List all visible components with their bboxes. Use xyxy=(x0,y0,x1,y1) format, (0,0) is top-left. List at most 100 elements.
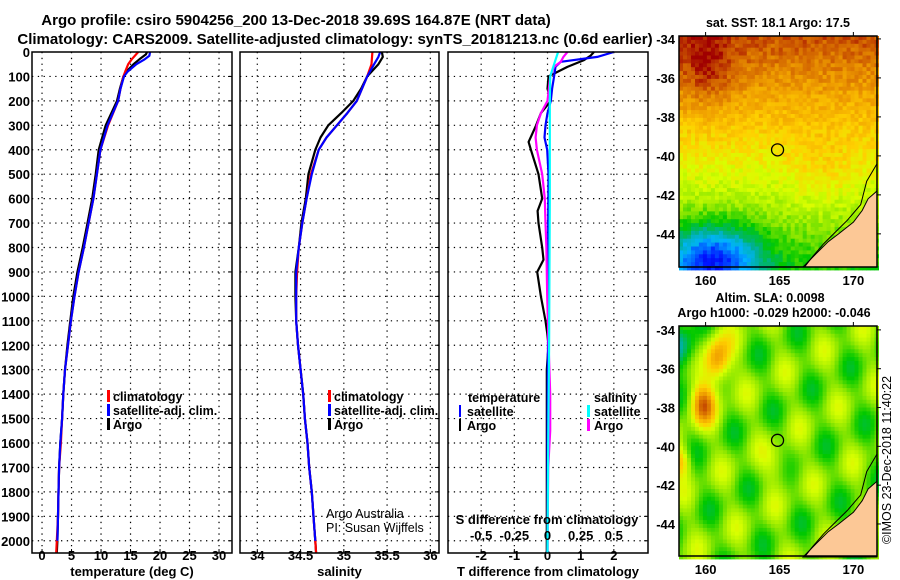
sst-cell xyxy=(722,195,728,201)
sla-cell xyxy=(742,438,748,443)
sla-cell xyxy=(691,438,696,443)
sst-cell xyxy=(754,133,760,138)
sla-cell xyxy=(695,345,700,350)
sst-cell xyxy=(846,106,852,111)
sst-cell xyxy=(746,129,752,134)
sla-cell xyxy=(754,345,760,350)
sla-cell xyxy=(679,333,684,339)
sst-cell xyxy=(794,141,800,146)
sla-cell xyxy=(798,337,804,342)
sla-cell xyxy=(738,353,744,358)
sla-cell xyxy=(746,360,752,366)
sst-cell xyxy=(718,51,724,56)
sla-cell xyxy=(730,395,736,401)
legend-heading-salinity: salinity xyxy=(594,391,637,405)
sla-cell xyxy=(798,326,804,331)
sst-cell xyxy=(842,184,848,189)
sla-cell xyxy=(842,423,848,428)
sst-cell xyxy=(850,184,856,189)
sst-cell xyxy=(810,223,816,228)
sla-cell xyxy=(774,368,780,374)
sst-cell xyxy=(778,191,784,197)
sst-cell xyxy=(866,47,871,53)
sst-cell xyxy=(818,172,824,177)
sst-cell xyxy=(838,114,844,119)
sla-cell xyxy=(774,333,780,339)
sst-cell xyxy=(687,133,692,138)
sla-cell xyxy=(866,419,871,424)
sla-cell xyxy=(826,357,832,362)
sla-cell xyxy=(702,341,708,346)
sst-cell xyxy=(754,67,760,72)
sla-cell xyxy=(746,419,752,424)
sla-cell xyxy=(790,403,796,408)
sst-cell xyxy=(778,258,784,263)
sla-cell xyxy=(778,415,784,420)
sst-cell xyxy=(782,250,788,255)
sst-cell xyxy=(726,149,732,154)
sst-cell xyxy=(854,133,859,138)
sst-cell xyxy=(718,129,724,134)
sla-cell xyxy=(786,392,792,397)
sst-cell xyxy=(758,223,764,228)
sla-cell xyxy=(790,426,796,432)
sst-cell xyxy=(798,94,804,99)
sla-cell xyxy=(870,341,875,346)
sst-cell xyxy=(770,137,776,142)
sla-cell xyxy=(782,368,788,374)
sst-cell xyxy=(774,63,780,68)
sst-cell xyxy=(802,51,808,56)
sla-cell xyxy=(822,434,828,440)
sla-cell xyxy=(702,442,708,447)
sst-cell xyxy=(786,172,792,177)
sla-cell xyxy=(790,419,796,424)
sla-cell xyxy=(846,415,852,420)
sst-cell xyxy=(714,106,720,111)
sst-cell xyxy=(786,215,792,220)
sst-cell xyxy=(814,110,820,115)
sst-cell xyxy=(750,188,756,193)
sla-cell xyxy=(714,372,720,377)
sla-cell xyxy=(870,454,875,459)
sst-cell xyxy=(806,176,812,181)
sla-cell xyxy=(679,411,684,416)
sla-cell xyxy=(850,329,856,335)
sst-cell xyxy=(754,145,760,150)
sst-cell xyxy=(766,47,772,53)
sst-cell xyxy=(830,125,836,131)
sst-cell xyxy=(722,230,728,236)
sst-cell xyxy=(866,168,871,173)
sla-cell xyxy=(754,423,760,428)
sst-cell xyxy=(826,176,832,181)
sst-cell xyxy=(846,75,852,80)
sst-cell xyxy=(806,141,812,146)
sst-cell xyxy=(786,191,792,197)
sst-cell xyxy=(850,90,856,95)
sla-cell xyxy=(687,368,692,374)
sla-cell xyxy=(702,333,708,339)
sla-cell xyxy=(774,446,780,451)
sst-cell xyxy=(758,242,764,247)
sla-cell xyxy=(726,426,732,432)
sla-cell xyxy=(842,345,848,350)
sla-cell xyxy=(722,380,728,385)
sla-cell xyxy=(830,341,836,346)
legend-label: satellite xyxy=(467,405,514,419)
sla-cell xyxy=(822,426,828,432)
sst-cell xyxy=(854,156,859,162)
sla-cell xyxy=(858,407,863,412)
sst-cell xyxy=(822,199,828,205)
sst-cell xyxy=(718,156,724,162)
sla-cell xyxy=(830,345,836,350)
sst-cell xyxy=(758,63,764,68)
sst-cell xyxy=(854,39,859,45)
sst-cell xyxy=(870,184,875,189)
sst-cell xyxy=(706,51,712,56)
sst-cell xyxy=(683,238,688,244)
sla-cell xyxy=(862,329,867,335)
sla-cell xyxy=(814,349,820,354)
sla-cell xyxy=(850,450,856,455)
sst-cell xyxy=(838,227,844,232)
sst-cell xyxy=(766,121,772,127)
sst-cell xyxy=(738,242,744,247)
